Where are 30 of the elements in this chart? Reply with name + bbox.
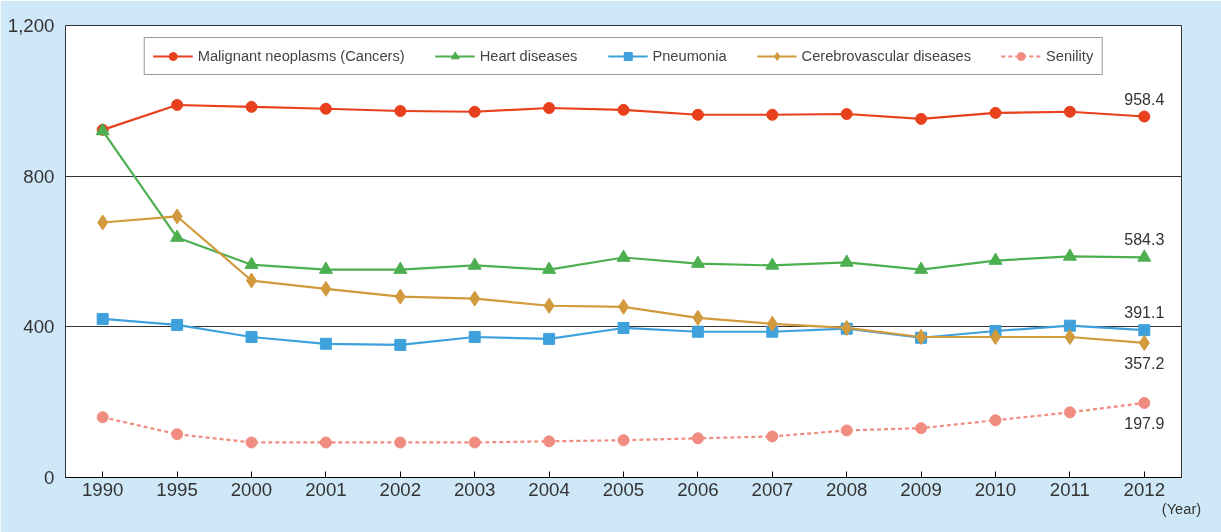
x-tick-label: 2008 xyxy=(825,478,868,500)
data-label: 584.3 xyxy=(1124,231,1165,249)
x-tick-label: 2000 xyxy=(230,478,273,500)
x-tick-label: 2010 xyxy=(974,478,1017,500)
x-tick-label: 2009 xyxy=(900,478,942,500)
x-tick-label: 1990 xyxy=(81,478,124,500)
x-tick-label: 1995 xyxy=(156,478,198,500)
x-tick-label: 2002 xyxy=(379,478,422,500)
data-label: 958.4 xyxy=(1124,90,1165,108)
x-tick-label: 2001 xyxy=(305,478,347,500)
legend-label: Senility xyxy=(1046,48,1094,64)
x-axis-title: (Year) xyxy=(1161,500,1202,517)
legend-label: Malignant neoplasms (Cancers) xyxy=(197,48,405,64)
data-label: 391.1 xyxy=(1124,304,1165,322)
data-label: 197.9 xyxy=(1124,414,1165,432)
legend-label: Pneumonia xyxy=(652,48,727,64)
x-tick-label: 2011 xyxy=(1049,478,1090,500)
x-tick-label: 2005 xyxy=(602,478,645,500)
y-tick-label: 1,200 xyxy=(7,15,55,36)
legend-label: Cerebrovascular diseases xyxy=(801,48,972,64)
x-tick-label: 2003 xyxy=(453,478,496,500)
x-tick-label: 2006 xyxy=(677,478,719,500)
data-label: 357.2 xyxy=(1124,354,1165,372)
y-tick-label: 400 xyxy=(23,316,55,338)
x-tick-label: 2004 xyxy=(528,478,570,500)
y-tick-label: 800 xyxy=(23,165,55,187)
x-tick-label: 2007 xyxy=(751,478,794,500)
x-tick-label: 2012 xyxy=(1123,478,1166,500)
legend-label: Heart diseases xyxy=(479,48,578,64)
y-tick-label: 0 xyxy=(44,467,55,488)
